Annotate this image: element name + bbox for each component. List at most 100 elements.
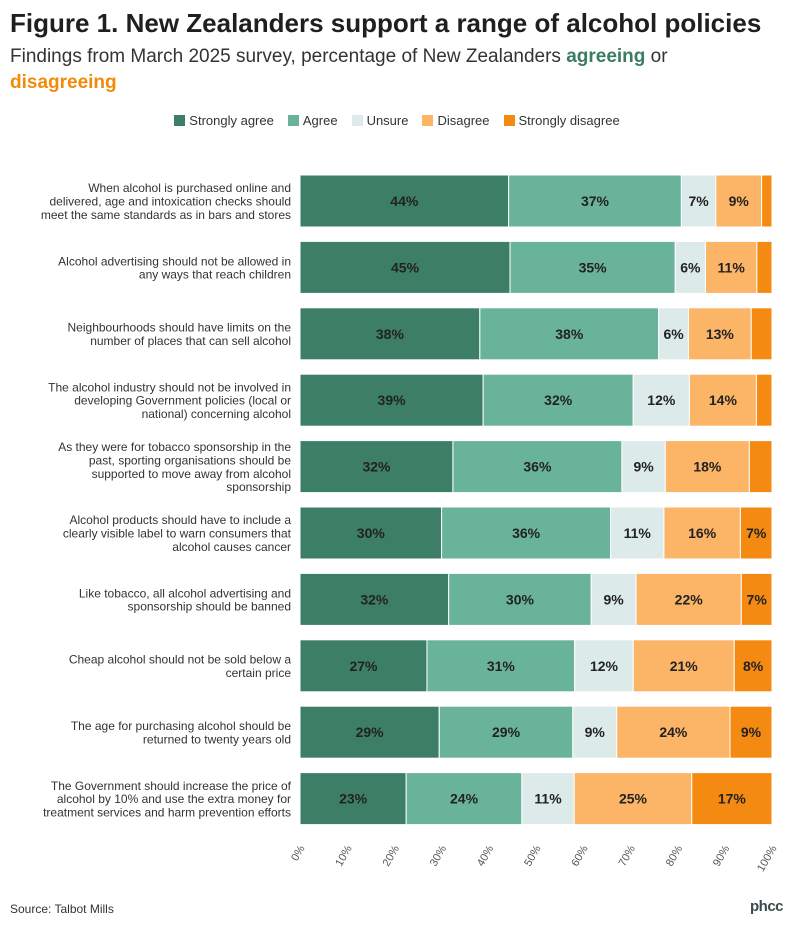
bar-segment-unsure	[632, 373, 690, 427]
bar-segment-agree	[441, 506, 612, 560]
x-tick-label: 80%	[664, 843, 686, 868]
data-label: 8%	[743, 658, 764, 674]
data-label: 24%	[450, 791, 479, 807]
bar-segment-unsure	[674, 240, 706, 294]
bar-segment-disagree	[715, 174, 763, 228]
category-label: national) concerning alcohol	[142, 407, 291, 421]
category-label: past, sporting organisations should be	[89, 453, 291, 467]
data-label: 13%	[706, 326, 735, 342]
bar-segment-strongly-agree	[299, 639, 428, 693]
bar-segment-unsure	[574, 639, 634, 693]
data-label: 14%	[709, 392, 738, 408]
data-label: 9%	[729, 193, 750, 209]
x-tick-label: 20%	[381, 843, 403, 868]
subtitle-disagree-word: disagreeing	[10, 72, 117, 93]
data-label: 36%	[512, 525, 541, 541]
legend-item-strongly-agree: Strongly agree	[174, 113, 274, 128]
chart-subtitle: Findings from March 2025 survey, percent…	[10, 44, 770, 96]
data-label: 29%	[356, 724, 385, 740]
data-label: 32%	[362, 459, 391, 475]
category-label: alcohol causes cancer	[172, 540, 291, 554]
category-label: alcohol by 10% and use the extra money f…	[57, 792, 291, 806]
category-label: sponsorship should be banned	[128, 600, 291, 614]
data-label: 31%	[487, 658, 516, 674]
bar-segment-strongly-disagree	[740, 572, 773, 626]
data-label: 9%	[585, 724, 606, 740]
data-label: 16%	[688, 525, 717, 541]
bar-segment-strongly-agree	[299, 307, 481, 361]
bar-segment-strongly-agree	[299, 772, 407, 826]
legend-swatch	[422, 115, 434, 126]
category-label: returned to twenty years old	[143, 732, 291, 746]
category-label: The Government should increase the price…	[51, 779, 292, 793]
legend-swatch	[351, 115, 363, 126]
bar-segment-agree	[479, 307, 660, 361]
category-label: delivered, age and intoxication checks s…	[50, 195, 292, 209]
category-label: The alcohol industry should not be invol…	[48, 380, 291, 394]
bar-segment-agree	[438, 705, 574, 759]
legend-label: Strongly agree	[189, 113, 274, 128]
bar-segment-disagree	[632, 639, 735, 693]
subtitle-mid: or	[645, 46, 668, 67]
bar-segment-strongly-agree	[299, 705, 440, 759]
category-label: any ways that reach children	[139, 268, 291, 282]
data-label: 18%	[693, 459, 722, 475]
bar-segment-disagree	[704, 240, 758, 294]
bar-segment-disagree	[687, 307, 752, 361]
category-label: sponsorship	[226, 480, 291, 494]
data-label: 22%	[675, 591, 704, 607]
bar-segment-strongly-disagree	[733, 639, 773, 693]
bar-segment-strongly-disagree	[729, 705, 773, 759]
data-label: 39%	[378, 392, 407, 408]
bar-segment-strongly-disagree	[748, 440, 773, 494]
bar-segment-strongly-agree	[299, 373, 484, 427]
data-label: 9%	[604, 591, 625, 607]
subtitle-prefix: Findings from March 2025 survey, percent…	[10, 46, 567, 67]
legend-swatch	[174, 115, 186, 126]
category-label: Alcohol advertising should not be allowe…	[58, 254, 291, 268]
subtitle-agree-word: agreeing	[566, 46, 646, 67]
data-label: 27%	[349, 658, 378, 674]
data-label: 9%	[633, 459, 654, 475]
x-tick-label: 100%	[755, 843, 780, 874]
source-note: Source: Talbot Mills	[10, 902, 114, 916]
legend-item-strongly-disagree: Strongly disagree	[503, 113, 620, 128]
category-label: Cheap alcohol should not be sold below a	[69, 653, 291, 667]
x-tick-label: 50%	[522, 843, 544, 868]
category-label: The age for purchasing alcohol should be	[71, 719, 291, 733]
bar-segment-strongly-disagree	[755, 373, 773, 427]
bar-segment-agree	[508, 174, 682, 228]
bar-segment-strongly-disagree	[756, 240, 773, 294]
data-label: 6%	[663, 326, 684, 342]
data-label: 7%	[747, 591, 768, 607]
bar-segment-disagree	[664, 440, 750, 494]
x-tick-label: 10%	[333, 843, 355, 868]
data-label: 11%	[718, 259, 746, 275]
data-label: 23%	[339, 791, 368, 807]
legend-swatch	[503, 115, 515, 126]
bar-segment-agree	[482, 373, 634, 427]
category-label: When alcohol is purchased online and	[88, 181, 291, 195]
bar-segment-unsure	[572, 705, 618, 759]
data-label: 45%	[391, 259, 420, 275]
bar-segment-agree	[426, 639, 576, 693]
data-label: 38%	[376, 326, 405, 342]
data-label: 9%	[741, 724, 762, 740]
category-label: developing Government policies (local or	[74, 394, 291, 408]
chart-title: Figure 1. New Zealanders support a range…	[10, 8, 762, 38]
data-label: 12%	[647, 392, 676, 408]
category-label: Neighbourhoods should have limits on the	[68, 321, 292, 335]
legend-label: Agree	[302, 113, 338, 128]
bar-segment-strongly-agree	[299, 240, 511, 294]
bar-segment-strongly-disagree	[739, 506, 773, 560]
data-label: 37%	[581, 193, 610, 209]
category-label: number of places that can sell alcohol	[90, 334, 291, 348]
data-label: 38%	[555, 326, 584, 342]
bar-segment-unsure	[621, 440, 666, 494]
category-label: supported to move away from alcohol	[92, 467, 291, 481]
bar-segment-strongly-agree	[299, 506, 443, 560]
bar-segment-unsure	[590, 572, 637, 626]
data-label: 24%	[659, 724, 688, 740]
data-label: 11%	[624, 525, 652, 541]
category-label: Like tobacco, all alcohol advertising an…	[79, 586, 291, 600]
